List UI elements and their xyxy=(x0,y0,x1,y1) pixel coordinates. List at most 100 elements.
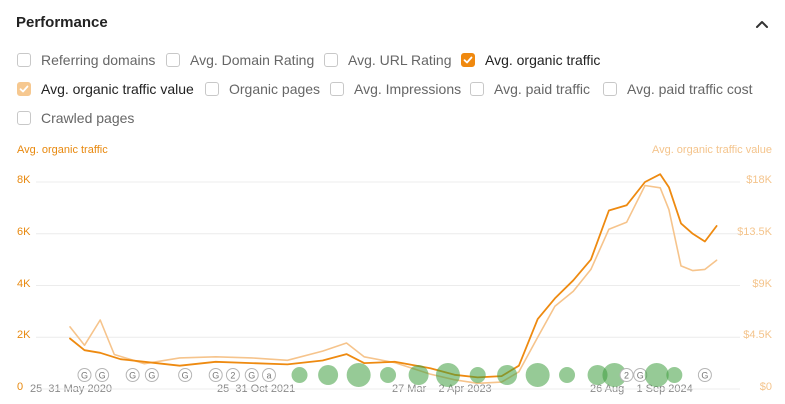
checkbox[interactable] xyxy=(17,111,31,125)
annotation-marker[interactable] xyxy=(497,365,518,385)
annotation-circle xyxy=(435,363,460,387)
annotation-circle xyxy=(497,365,518,385)
checkbox[interactable] xyxy=(17,53,31,67)
annotation-circle xyxy=(587,365,608,385)
metric-label: Crawled pages xyxy=(41,110,135,126)
series-line-avg-organic-traffic-value xyxy=(69,184,718,385)
annotation-marker[interactable] xyxy=(587,365,608,385)
annotation-circle xyxy=(318,365,339,385)
annotation-label: G xyxy=(182,371,189,381)
checkbox[interactable] xyxy=(324,53,338,67)
metric-option[interactable]: Avg. URL Rating xyxy=(324,52,452,68)
annotation-marker[interactable]: G xyxy=(244,368,259,382)
metric-label: Organic pages xyxy=(229,81,321,97)
annotation-marker[interactable] xyxy=(380,367,397,383)
y-left-tick-label: 0 xyxy=(17,381,24,393)
metric-option[interactable]: Avg. Impressions xyxy=(330,81,461,97)
annotation-circle xyxy=(697,368,712,382)
annotation-label: G xyxy=(129,371,136,381)
annotation-marker[interactable] xyxy=(318,365,339,385)
y-right-tick-label: $18K xyxy=(746,174,772,186)
annotation-circle xyxy=(525,363,550,387)
y-left-tick-label: 2K xyxy=(17,329,31,342)
annotation-marker[interactable]: G xyxy=(208,368,223,382)
annotation-marker[interactable] xyxy=(559,367,576,383)
metric-option[interactable]: Organic pages xyxy=(205,81,320,97)
annotation-marker[interactable]: a xyxy=(261,368,276,382)
annotation-circle xyxy=(77,368,92,382)
annotation-marker[interactable] xyxy=(644,363,669,387)
annotation-circle xyxy=(125,368,140,382)
annotation-circle xyxy=(95,368,110,382)
checkbox[interactable] xyxy=(330,82,344,96)
metric-label: Avg. Domain Rating xyxy=(190,52,315,68)
annotation-marker[interactable] xyxy=(408,365,429,385)
metric-label: Avg. URL Rating xyxy=(348,52,452,68)
annotation-circle xyxy=(261,368,276,382)
annotation-label: a xyxy=(266,371,271,381)
annotation-circle xyxy=(225,368,240,382)
annotation-circle xyxy=(408,365,429,385)
annotation-marker[interactable] xyxy=(346,363,371,387)
annotation-label: G xyxy=(81,371,88,381)
metric-option[interactable]: Referring domains xyxy=(17,52,155,68)
annotation-marker[interactable]: G xyxy=(178,368,193,382)
annotation-marker[interactable]: G xyxy=(95,368,110,382)
metric-label: Avg. paid traffic cost xyxy=(627,81,753,97)
annotation-marker[interactable] xyxy=(291,367,308,383)
annotation-circle xyxy=(380,367,397,383)
y-right-tick-label: $9K xyxy=(752,277,772,290)
annotation-marker[interactable]: 2 xyxy=(619,368,634,382)
metric-option[interactable]: Avg. organic traffic value xyxy=(17,81,194,97)
metric-option[interactable]: Avg. organic traffic xyxy=(461,52,600,68)
metric-option[interactable]: Avg. Domain Rating xyxy=(166,52,314,68)
annotation-circle xyxy=(346,363,371,387)
checkbox[interactable] xyxy=(603,82,617,96)
annotation-marker[interactable] xyxy=(525,363,550,387)
annotation-circle xyxy=(244,368,259,382)
checkbox[interactable] xyxy=(470,82,484,96)
checkbox-checked[interactable] xyxy=(461,53,475,67)
annotation-label: G xyxy=(701,371,708,381)
metric-option[interactable]: Avg. paid traffic xyxy=(470,81,590,97)
checkmark-icon xyxy=(463,56,473,64)
collapse-button[interactable] xyxy=(752,14,772,34)
metric-option[interactable]: Avg. paid traffic cost xyxy=(603,81,753,97)
annotation-circle xyxy=(666,367,683,383)
annotation-label: G xyxy=(148,371,155,381)
y-axis-right-title: Avg. organic traffic value xyxy=(651,144,772,156)
y-axis-left-title: Avg. organic traffic xyxy=(17,144,108,156)
annotation-marker[interactable]: G xyxy=(144,368,159,382)
annotation-marker[interactable] xyxy=(666,367,683,383)
annotation-circle xyxy=(602,363,627,387)
checkbox-checked[interactable] xyxy=(17,82,31,96)
y-right-tick-label: $13.5K xyxy=(737,225,772,238)
annotation-marker[interactable] xyxy=(602,363,627,387)
annotation-marker[interactable] xyxy=(435,363,460,387)
annotation-label: G xyxy=(99,371,106,381)
chevron-up-icon xyxy=(756,21,768,28)
panel-title: Performance xyxy=(16,14,108,31)
checkbox[interactable] xyxy=(205,82,219,96)
metric-label: Avg. Impressions xyxy=(354,81,462,97)
y-right-tick-label: $4.5K xyxy=(743,329,772,342)
metric-label: Avg. paid traffic xyxy=(494,81,590,97)
annotation-circle xyxy=(644,363,669,387)
checkbox[interactable] xyxy=(166,53,180,67)
y-left-tick-label: 8K xyxy=(17,174,31,186)
annotation-label: G xyxy=(637,371,644,381)
annotation-marker[interactable] xyxy=(469,367,486,383)
annotation-marker[interactable]: G xyxy=(77,368,92,382)
y-right-tick-label: $0 xyxy=(759,381,772,393)
annotation-marker[interactable]: G xyxy=(697,368,712,382)
annotation-circle xyxy=(178,368,193,382)
annotation-marker[interactable]: 2 xyxy=(225,368,240,382)
metric-option[interactable]: Crawled pages xyxy=(17,110,134,126)
annotation-label: 2 xyxy=(230,371,235,381)
annotation-circle xyxy=(144,368,159,382)
annotation-circle xyxy=(469,367,486,383)
annotation-marker[interactable]: G xyxy=(125,368,140,382)
y-left-tick-label: 4K xyxy=(17,277,31,290)
